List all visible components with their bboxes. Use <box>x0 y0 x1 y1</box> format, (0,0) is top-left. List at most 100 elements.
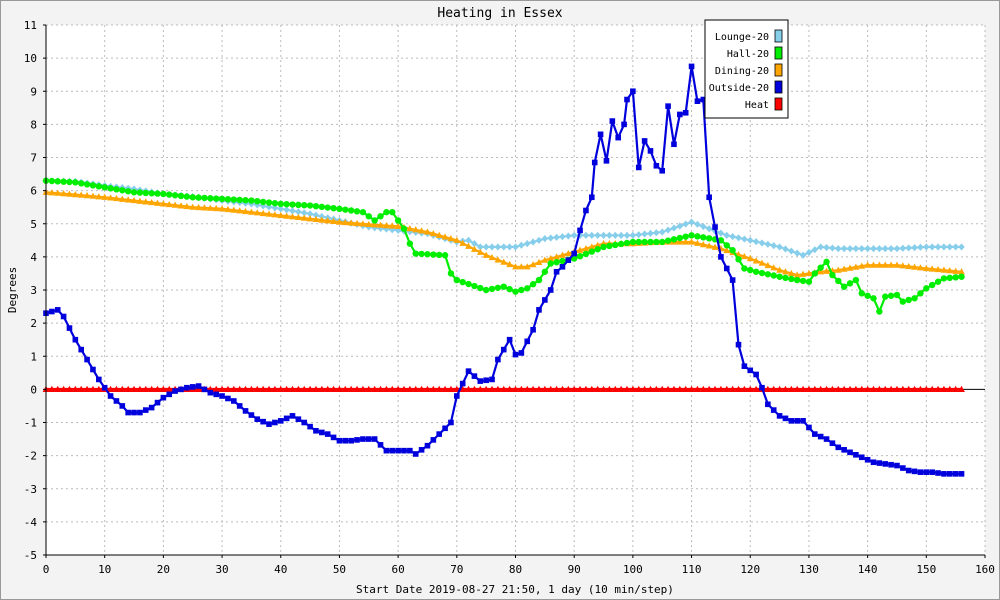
data-point-lounge-20 <box>306 210 314 218</box>
data-point-heat <box>811 385 819 392</box>
data-point-heat <box>130 385 138 392</box>
data-point-outside-20 <box>166 391 173 398</box>
data-point-hall-20 <box>594 246 601 253</box>
data-point-outside-20 <box>858 454 865 461</box>
data-point-dining-20 <box>846 264 854 271</box>
data-point-dining-20 <box>482 251 490 258</box>
data-point-heat <box>300 385 308 392</box>
data-point-hall-20 <box>506 285 513 293</box>
data-point-heat <box>588 385 596 392</box>
data-point-hall-20 <box>882 293 889 300</box>
x-tick-label: 70 <box>450 563 463 576</box>
data-point-dining-20 <box>682 238 690 245</box>
data-point-heat <box>834 385 842 392</box>
data-point-heat <box>476 385 484 392</box>
data-point-lounge-20 <box>782 245 789 253</box>
data-point-heat <box>805 385 813 392</box>
data-point-dining-20 <box>218 205 226 212</box>
data-point-hall-20 <box>189 194 196 201</box>
data-point-heat <box>582 385 590 392</box>
data-point-dining-20 <box>787 269 795 277</box>
data-point-outside-20 <box>465 368 472 374</box>
data-point-lounge-20 <box>565 232 572 240</box>
data-point-outside-20 <box>219 393 225 399</box>
data-point-dining-20 <box>752 257 760 264</box>
data-point-heat <box>312 385 320 392</box>
data-point-outside-20 <box>621 121 627 128</box>
data-point-heat <box>95 385 103 392</box>
data-point-hall-20 <box>459 278 466 286</box>
data-point-dining-20 <box>242 207 249 215</box>
data-point-heat <box>382 385 390 392</box>
data-point-lounge-20 <box>817 243 824 251</box>
data-point-hall-20 <box>113 186 120 193</box>
data-point-hall-20 <box>89 182 97 189</box>
data-point-heat <box>840 385 848 392</box>
data-point-hall-20 <box>870 295 877 302</box>
data-point-hall-20 <box>371 217 378 224</box>
data-point-lounge-20 <box>617 231 625 239</box>
data-point-dining-20 <box>465 242 472 249</box>
data-point-hall-20 <box>312 202 320 210</box>
data-point-outside-20 <box>201 386 208 393</box>
data-point-hall-20 <box>465 280 472 288</box>
data-point-lounge-20 <box>764 240 772 248</box>
data-point-outside-20 <box>430 437 437 443</box>
data-point-dining-20 <box>83 192 91 199</box>
data-point-heat <box>623 385 631 392</box>
data-point-heat <box>359 385 367 392</box>
data-point-dining-20 <box>159 200 167 207</box>
data-point-hall-20 <box>840 283 848 290</box>
y-axis-label: Degrees <box>6 267 19 313</box>
data-point-outside-20 <box>401 447 407 454</box>
data-point-dining-20 <box>922 264 930 272</box>
data-point-lounge-20 <box>688 218 695 226</box>
data-point-outside-20 <box>330 434 337 441</box>
data-point-outside-20 <box>477 378 484 384</box>
data-point-heat <box>318 385 326 392</box>
data-point-hall-20 <box>324 204 331 211</box>
data-point-hall-20 <box>535 276 543 284</box>
data-point-lounge-20 <box>835 244 842 253</box>
data-point-hall-20 <box>447 270 455 277</box>
data-point-heat <box>248 385 255 392</box>
data-point-heat <box>928 385 936 392</box>
data-point-dining-20 <box>494 256 502 263</box>
data-point-heat <box>253 385 261 392</box>
data-point-outside-20 <box>624 96 630 103</box>
data-point-heat <box>611 385 619 392</box>
data-point-lounge-20 <box>829 244 836 252</box>
data-point-lounge-20 <box>770 242 777 250</box>
data-point-dining-20 <box>893 261 901 268</box>
data-point-heat <box>922 385 930 392</box>
data-point-dining-20 <box>124 196 132 203</box>
data-point-hall-20 <box>752 268 760 275</box>
data-point-lounge-20 <box>729 232 736 241</box>
data-point-lounge-20 <box>582 231 590 239</box>
data-point-lounge-20 <box>547 234 554 242</box>
data-point-hall-20 <box>242 197 249 204</box>
data-point-lounge-20 <box>529 238 537 246</box>
data-point-heat <box>694 385 701 392</box>
data-point-hall-20 <box>406 240 414 247</box>
data-point-dining-20 <box>453 236 461 243</box>
data-point-heat <box>418 385 425 392</box>
data-point-outside-20 <box>283 415 290 422</box>
data-point-dining-20 <box>89 192 97 199</box>
data-point-hall-20 <box>729 247 736 254</box>
data-point-hall-20 <box>664 237 672 244</box>
x-tick-label: 30 <box>215 563 228 576</box>
data-point-outside-20 <box>812 431 818 437</box>
data-point-dining-20 <box>418 227 425 234</box>
data-point-hall-20 <box>923 285 930 292</box>
data-point-heat <box>875 385 883 392</box>
data-point-outside-20 <box>823 436 830 442</box>
data-point-lounge-20 <box>840 244 848 253</box>
data-point-outside-20 <box>301 419 308 426</box>
data-point-outside-20 <box>178 386 184 393</box>
data-point-lounge-20 <box>524 240 531 248</box>
data-point-hall-20 <box>54 178 61 185</box>
data-point-heat <box>435 385 443 392</box>
data-point-dining-20 <box>817 268 825 275</box>
data-point-lounge-20 <box>876 244 883 253</box>
